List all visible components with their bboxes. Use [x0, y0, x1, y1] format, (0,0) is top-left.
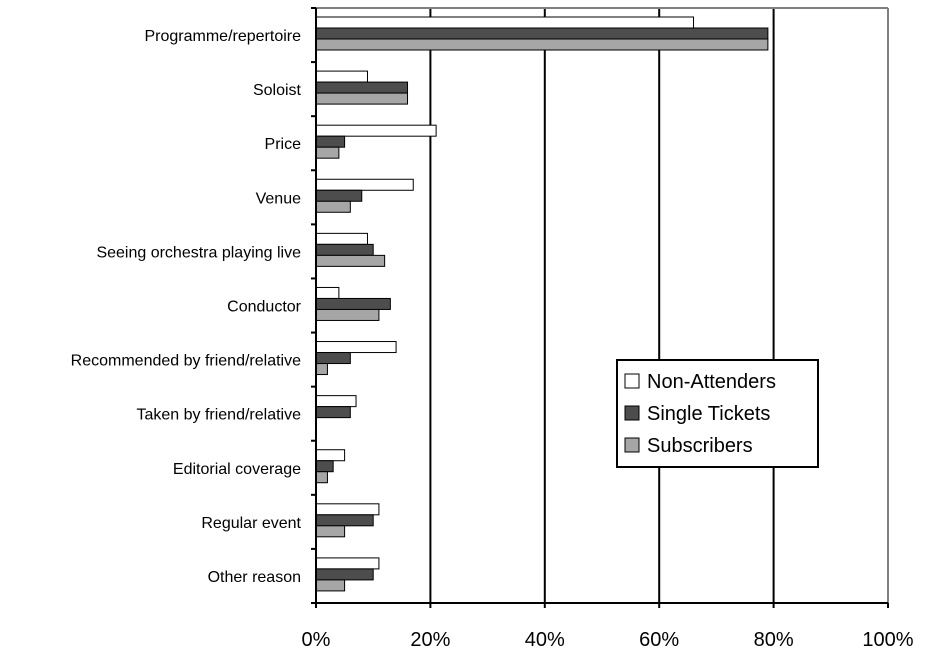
legend: Non-Attenders Single Tickets Subscribers	[616, 359, 819, 468]
bar-non-attenders-venue	[315, 178, 414, 191]
gridlines	[429, 8, 889, 603]
bar-single-tickets-regular-event	[315, 514, 374, 527]
category-label-other-reason: Other reason	[208, 569, 301, 586]
bar-subscribers-other-reason	[315, 579, 346, 592]
bar-subscribers-programme-repertoire	[315, 38, 769, 51]
x-tick-label: 80%	[754, 629, 794, 651]
category-label-price: Price	[265, 136, 302, 153]
bar-non-attenders-seeing-orchestra-playing-live	[315, 232, 368, 245]
bar-single-tickets-conductor	[315, 297, 391, 310]
category-label-soloist: Soloist	[253, 82, 302, 99]
bar-non-attenders-recommended-by-friend-relative	[315, 341, 397, 354]
bar-single-tickets-venue	[315, 189, 363, 202]
legend-label-subscribers: Subscribers	[647, 435, 753, 457]
category-label-conductor: Conductor	[227, 299, 301, 316]
bar-subscribers-price	[315, 146, 340, 159]
legend-box	[616, 359, 819, 468]
bar-subscribers-venue	[315, 200, 351, 213]
x-tick-label: 60%	[639, 629, 679, 651]
x-tick-label: 100%	[862, 629, 913, 651]
bar-subscribers-soloist	[315, 92, 409, 105]
bar-non-attenders-editorial-coverage	[315, 449, 346, 462]
legend-swatch-non-attenders	[624, 373, 640, 389]
x-tick-label: 0%	[302, 629, 331, 651]
bar-single-tickets-other-reason	[315, 568, 374, 581]
bar-subscribers-regular-event	[315, 525, 346, 538]
legend-swatch-subscribers	[624, 437, 640, 453]
bar-non-attenders-taken-by-friend-relative	[315, 395, 357, 408]
bar-non-attenders-price	[315, 124, 437, 137]
bar-non-attenders-programme-repertoire	[315, 16, 695, 29]
category-label-taken-by-friend-relative: Taken by friend/relative	[136, 407, 301, 424]
category-label-programme-repertoire: Programme/repertoire	[145, 28, 302, 45]
axes	[311, 7, 889, 608]
x-tick-label: 40%	[525, 629, 565, 651]
bar-single-tickets-taken-by-friend-relative	[315, 406, 351, 419]
bar-single-tickets-price	[315, 135, 346, 148]
x-tick-labels: 0% 20% 40% 60% 80% 100%	[302, 629, 914, 651]
bar-subscribers-conductor	[315, 308, 380, 321]
bar-single-tickets-programme-repertoire	[315, 27, 769, 40]
bar-non-attenders-soloist	[315, 70, 368, 83]
bars	[315, 16, 769, 592]
bar-single-tickets-editorial-coverage	[315, 460, 334, 473]
bar-single-tickets-recommended-by-friend-relative	[315, 352, 351, 365]
legend-label-single-tickets: Single Tickets	[647, 403, 770, 425]
bar-single-tickets-soloist	[315, 81, 409, 94]
x-tick-label: 20%	[410, 629, 450, 651]
category-label-recommended-by-friend-relative: Recommended by friend/relative	[71, 353, 301, 370]
bar-non-attenders-regular-event	[315, 503, 380, 516]
bar-subscribers-editorial-coverage	[315, 471, 328, 484]
bar-non-attenders-other-reason	[315, 557, 380, 570]
bar-subscribers-recommended-by-friend-relative	[315, 363, 328, 376]
legend-swatch-single-tickets	[624, 405, 640, 421]
legend-label-non-attenders: Non-Attenders	[647, 371, 776, 393]
category-label-seeing-orchestra-playing-live: Seeing orchestra playing live	[96, 244, 301, 261]
bar-single-tickets-seeing-orchestra-playing-live	[315, 243, 374, 256]
category-label-regular-event: Regular event	[201, 515, 301, 532]
bar-non-attenders-conductor	[315, 286, 340, 299]
bar-subscribers-seeing-orchestra-playing-live	[315, 254, 386, 267]
category-label-venue: Venue	[256, 190, 301, 207]
category-label-editorial-coverage: Editorial coverage	[173, 461, 301, 478]
category-labels: Programme/repertoire Soloist Price Venue See…	[71, 28, 302, 586]
